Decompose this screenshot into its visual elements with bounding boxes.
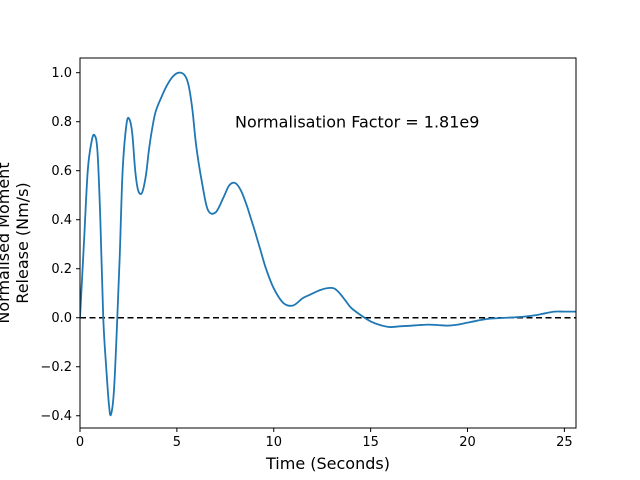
y-axis-label-line-2: Release (Nm/s) (13, 182, 32, 303)
x-tick-label: 15 (362, 435, 379, 450)
y-tick-label: −0.4 (40, 409, 72, 424)
y-axis-ticks: −0.4 −0.2 0.0 0.2 0.4 0.6 0.8 1.0 (40, 66, 80, 424)
y-tick-label: −0.2 (40, 360, 72, 375)
y-axis-label-line-1: Normalised Moment (0, 162, 13, 323)
y-axis-label: Normalised Moment Release (Nm/s) (0, 162, 32, 323)
y-tick-label: 0.2 (51, 262, 72, 277)
x-axis-label: Time (Seconds) (265, 454, 390, 473)
x-axis-ticks: 0 5 10 15 20 25 (76, 428, 573, 450)
y-tick-label: 0.4 (51, 213, 72, 228)
series-line-0 (80, 71, 576, 417)
x-tick-label: 25 (556, 435, 573, 450)
y-tick-label: 1.0 (51, 66, 72, 81)
x-tick-label: 0 (76, 435, 84, 450)
x-tick-label: 5 (173, 435, 181, 450)
series-layer (80, 71, 576, 417)
y-tick-label: 0.6 (51, 164, 72, 179)
normalisation-factor-annotation: Normalisation Factor = 1.81e9 (235, 113, 479, 132)
y-tick-label: 0.8 (51, 115, 72, 130)
plot-frame (79, 57, 577, 429)
y-tick-label: 0.0 (51, 311, 72, 326)
x-tick-label: 20 (459, 435, 476, 450)
x-tick-label: 10 (265, 435, 282, 450)
